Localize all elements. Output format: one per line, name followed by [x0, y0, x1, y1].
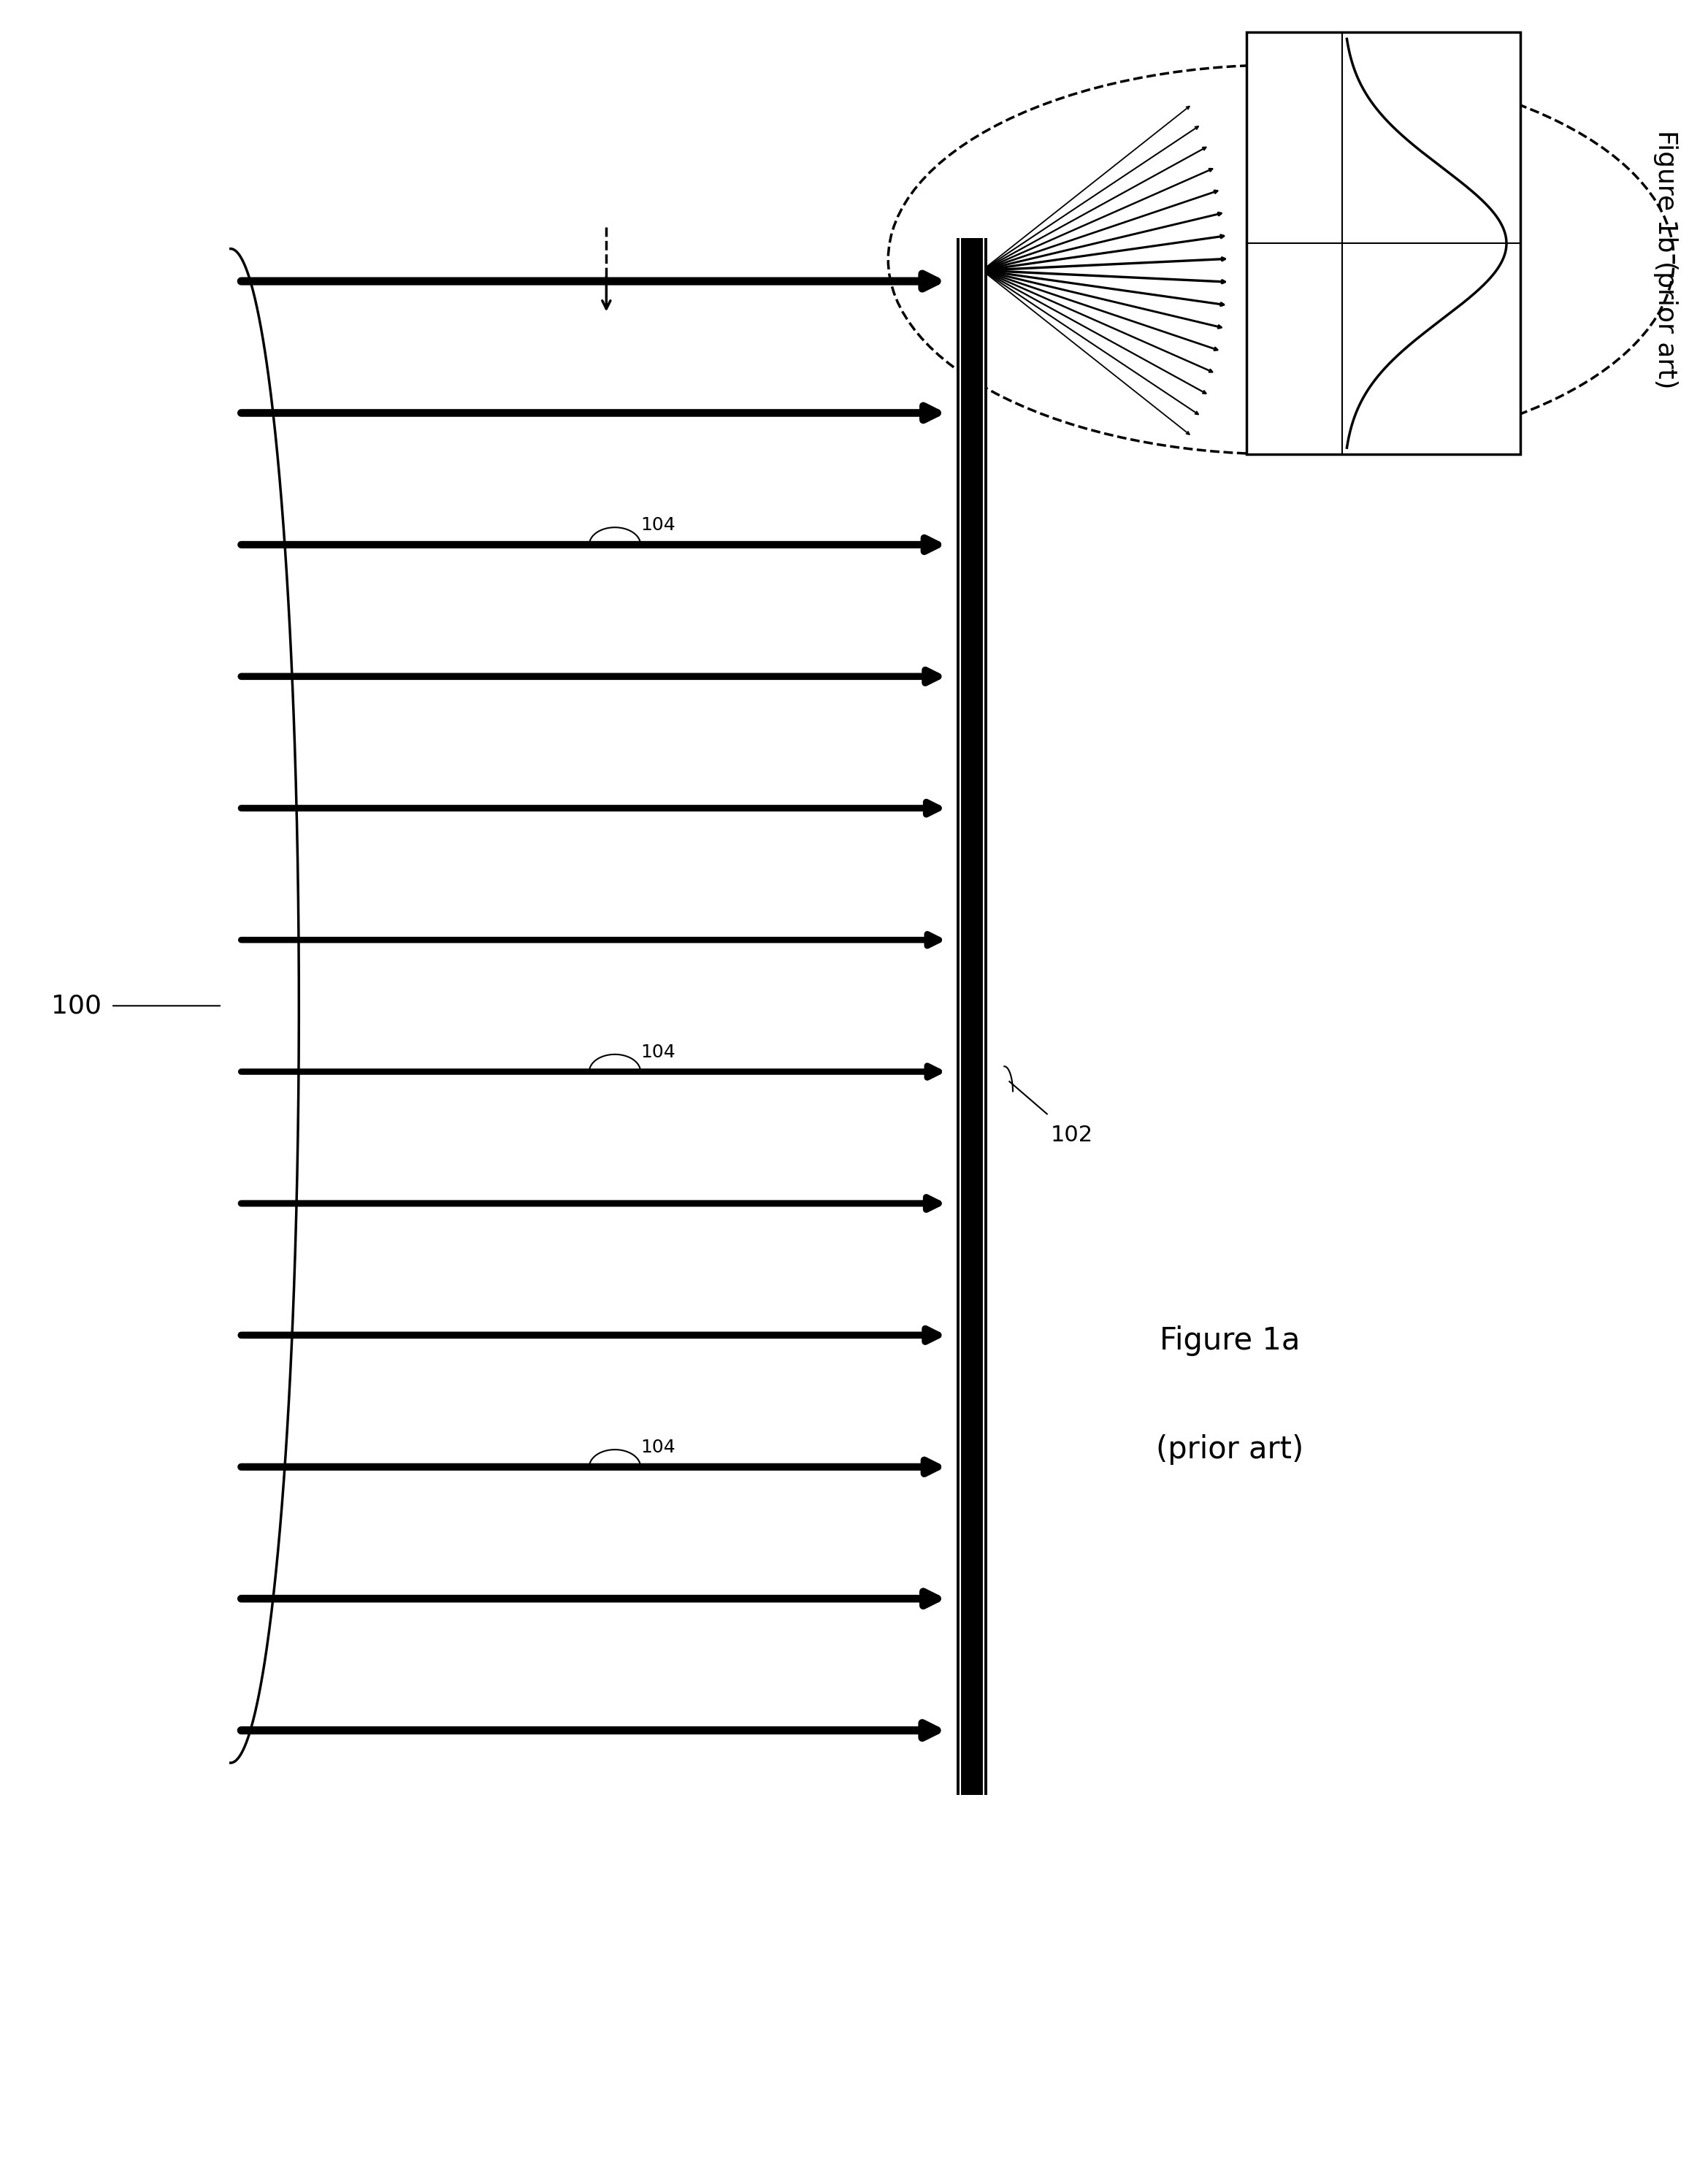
- Text: (prior art): (prior art): [1156, 1434, 1303, 1464]
- Bar: [1247, 32, 1520, 454]
- Text: 104: 104: [640, 1438, 675, 1456]
- Text: Figure 1a: Figure 1a: [1160, 1326, 1300, 1356]
- Text: Figure 1b (prior art): Figure 1b (prior art): [1653, 130, 1677, 389]
- Text: 100: 100: [51, 993, 101, 1019]
- Text: 102: 102: [1050, 1125, 1093, 1146]
- Bar: [956, 238, 987, 1795]
- Text: 104: 104: [640, 517, 675, 534]
- Text: 104: 104: [640, 1043, 675, 1060]
